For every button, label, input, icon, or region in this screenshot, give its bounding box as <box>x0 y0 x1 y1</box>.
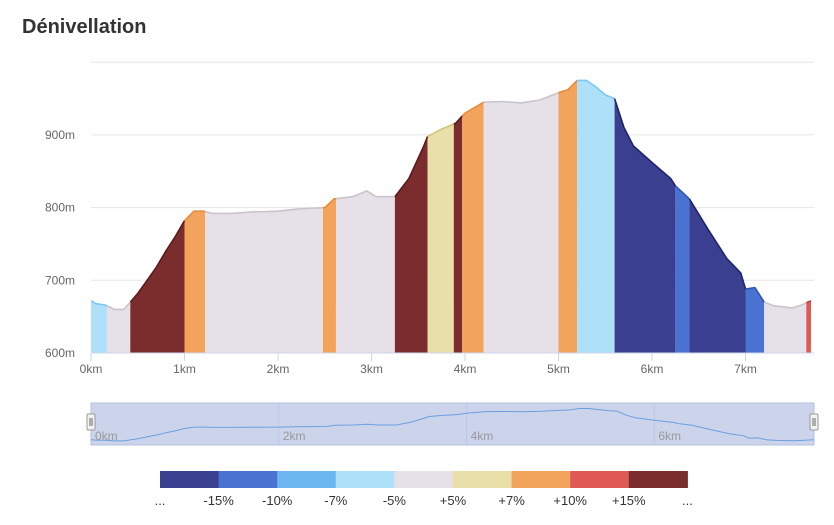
chart-title: Dénivellation <box>22 16 147 38</box>
x-tick-label: 2km <box>267 362 290 376</box>
grade-line-13 <box>577 79 615 100</box>
navigator-tick-label: 2km <box>283 429 306 443</box>
grade-line-19 <box>805 299 812 304</box>
navigator-handle-right[interactable] <box>809 413 819 431</box>
grade-line-7 <box>394 136 429 198</box>
y-tick-label: 700m <box>45 273 75 287</box>
legend-swatch <box>394 471 454 488</box>
grade-segment-11 <box>483 92 559 353</box>
grade-line-2 <box>129 220 186 303</box>
grade-line-0 <box>91 300 108 307</box>
legend-swatch <box>335 471 395 488</box>
grade-segment-15 <box>675 185 690 353</box>
grade-line-18 <box>763 301 807 309</box>
y-tick-label: 600m <box>45 346 75 360</box>
legend-swatch <box>511 471 571 488</box>
legend-label: -10% <box>262 493 293 508</box>
legend-label: +7% <box>498 493 525 508</box>
grade-segment-10 <box>462 102 484 353</box>
x-tick-label: 1km <box>173 362 196 376</box>
legend-label: +15% <box>612 493 646 508</box>
grade-segment-0 <box>91 300 107 353</box>
grade-line-12 <box>558 79 578 94</box>
range-navigator[interactable]: 0km 2km 4km 6km <box>86 402 819 446</box>
navigator-tick-label: 0km <box>95 429 118 443</box>
legend-swatch <box>453 471 513 488</box>
grade-line-1 <box>106 301 131 311</box>
legend-swatch <box>628 471 688 488</box>
legend-label: -5% <box>383 493 407 508</box>
grade-segment-3 <box>184 211 206 353</box>
navigator-handle-left[interactable] <box>86 413 96 431</box>
grade-line-10 <box>461 101 485 117</box>
grade-segment-9 <box>453 116 463 353</box>
grade-segment-8 <box>427 124 454 353</box>
legend-label: -7% <box>324 493 348 508</box>
y-tick-label: 900m <box>45 128 75 142</box>
x-tick-label: 7km <box>734 362 757 376</box>
grade-segment-6 <box>335 190 395 353</box>
axes: 0km 1km 2km 3km 4km 5km 6km 7km 600m 700m 800m 900m <box>45 128 814 376</box>
grade-segment-14 <box>614 98 676 353</box>
legend-label: ... <box>682 493 693 508</box>
grade-segment-2 <box>130 220 185 353</box>
navigator-tick-label: 4km <box>471 429 494 443</box>
grade-line-9 <box>453 115 463 125</box>
legend-swatch <box>218 471 278 488</box>
legend-label: +10% <box>553 493 587 508</box>
grade-line-6 <box>335 190 395 200</box>
legend-label: ... <box>155 493 166 508</box>
grade-segment-1 <box>106 302 131 353</box>
elevation-area <box>91 80 811 353</box>
legend-swatch <box>160 471 220 488</box>
legend-label: +5% <box>440 493 467 508</box>
x-tick-label: 4km <box>454 362 477 376</box>
navigator-tick-label: 6km <box>658 429 681 443</box>
grade-line-16 <box>688 198 747 290</box>
grade-line-15 <box>674 185 690 200</box>
grade-segment-16 <box>689 198 746 353</box>
x-tick-label: 3km <box>360 362 383 376</box>
grade-line-4 <box>204 206 323 215</box>
legend-swatch <box>570 471 630 488</box>
grade-segment-13 <box>577 80 615 353</box>
grade-segment-12 <box>558 80 578 353</box>
grade-segment-7 <box>394 136 428 353</box>
navigator-series <box>90 408 815 442</box>
grade-segment-4 <box>205 207 323 353</box>
grade-line-17 <box>745 286 765 303</box>
grade-segment-17 <box>745 287 765 353</box>
x-tick-label: 6km <box>641 362 664 376</box>
grade-line-11 <box>483 91 559 104</box>
x-tick-label: 5km <box>547 362 570 376</box>
x-tick-label: 0km <box>80 362 103 376</box>
grade-line-8 <box>427 123 455 138</box>
y-tick-label: 800m <box>45 201 75 215</box>
legend-label: -15% <box>203 493 234 508</box>
grade-segment-5 <box>322 198 336 353</box>
legend-swatch <box>277 471 337 488</box>
elevation-line <box>91 79 812 311</box>
grade-line-5 <box>322 197 337 209</box>
grade-line-14 <box>613 98 677 187</box>
grade-segment-19 <box>806 300 811 353</box>
grade-line-3 <box>183 210 206 222</box>
legend: ... -15% -10% -7% -5% +5% +7% +10% +15%... <box>155 471 693 508</box>
navigator-selection <box>90 402 815 446</box>
grade-segment-18 <box>764 302 807 353</box>
